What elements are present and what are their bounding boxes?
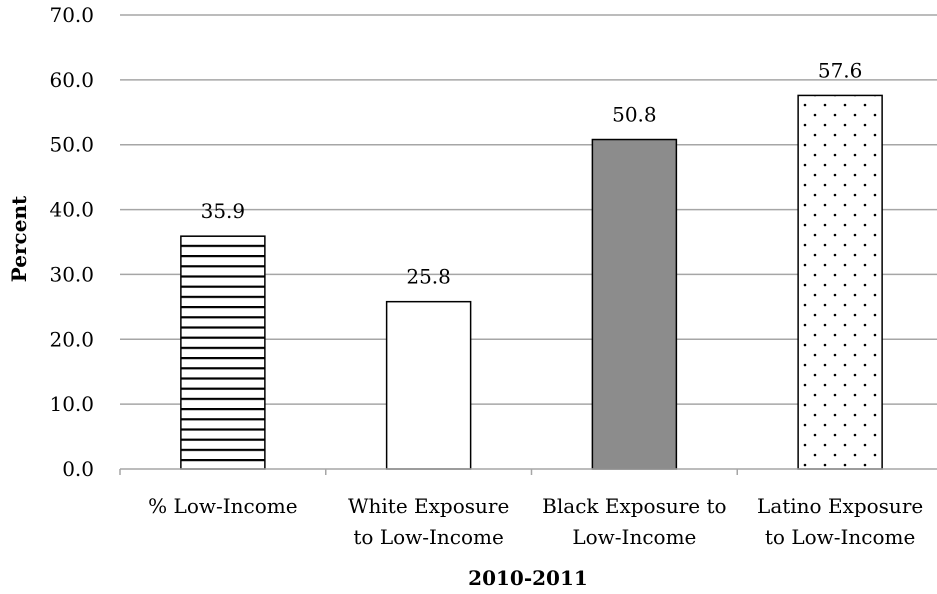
bars	[180, 94, 883, 470]
data-label: 35.9	[201, 199, 246, 223]
y-tick-label: 70.0	[49, 3, 94, 27]
y-tick-label: 10.0	[49, 392, 94, 416]
category-label: Black Exposure to	[542, 494, 726, 518]
x-axis-title: 2010-2011	[468, 566, 588, 590]
category-label: Low-Income	[572, 525, 696, 549]
category-label: % Low-Income	[148, 494, 297, 518]
y-tick-label: 30.0	[49, 262, 94, 286]
bar	[385, 300, 472, 470]
y-tick-label: 50.0	[49, 133, 94, 157]
data-label: 57.6	[818, 58, 863, 82]
y-tick-label: 20.0	[49, 327, 94, 351]
bar	[180, 235, 266, 470]
category-labels: % Low-Income White Exposure to Low-Income B…	[148, 494, 923, 549]
category-label: to Low-Income	[353, 525, 503, 549]
y-tick-label: 0.0	[62, 457, 94, 481]
y-tick-label: 40.0	[49, 198, 94, 222]
x-axis	[119, 468, 937, 475]
y-tick-label: 60.0	[49, 68, 94, 92]
y-axis-title: Percent	[7, 195, 31, 282]
bar	[797, 94, 883, 470]
y-axis-tick-labels: 0.0 10.0 20.0 30.0 40.0 50.0 60.0 70.0	[49, 3, 94, 481]
data-labels: 35.9 25.8 50.8 57.6	[201, 58, 863, 288]
category-label: to Low-Income	[765, 525, 915, 549]
category-label: Latino Exposure	[757, 494, 923, 518]
bar	[591, 138, 678, 470]
data-label: 25.8	[406, 265, 451, 289]
data-label: 50.8	[612, 103, 657, 127]
category-label: White Exposure	[348, 494, 509, 518]
